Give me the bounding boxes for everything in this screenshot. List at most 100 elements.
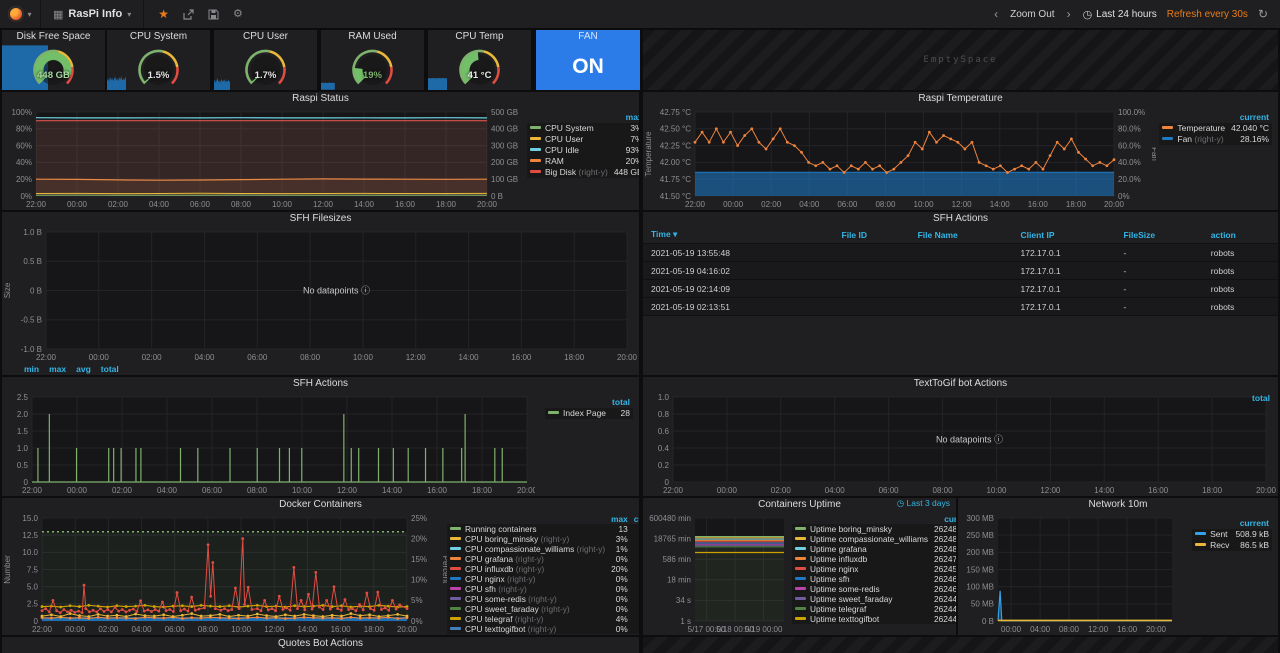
dashboard-picker[interactable]: ▦ RasPi Info ▾ [41, 0, 145, 28]
raspi-temperature-chart[interactable]: 42.75 °C 42.50 °C 42.25 °C 42.00 °C 41.75 °C… [643, 106, 1156, 210]
panel-title[interactable]: CPU Temp [455, 31, 504, 42]
table-row[interactable]: 2021-05-19 04:16:02 172.17.0.1- robots [643, 261, 1278, 280]
svg-text:18765 min: 18765 min [654, 534, 691, 543]
legend-header[interactable]: current [633, 514, 639, 524]
time-override-badge[interactable]: ◷ Last 3 days [896, 498, 950, 508]
panel-title[interactable]: Disk Free Space [16, 31, 91, 42]
panel-title[interactable]: Quotes Bot Actions [277, 638, 364, 649]
share-button[interactable] [183, 8, 194, 20]
legend-header[interactable]: max [611, 514, 628, 524]
refresh-interval-button[interactable]: Refresh every 30s [1166, 8, 1248, 20]
legend-item[interactable]: Sent 508.9 kB [1192, 529, 1272, 540]
panel-fan: FAN ON [536, 30, 640, 90]
legend-header[interactable]: max [625, 112, 639, 122]
panel-raspi-temperature: Raspi Temperature 42.75 °C 42.50 °C 42.25 … [643, 92, 1278, 210]
legend-header[interactable]: current [1239, 518, 1269, 528]
sfh-filesizes-chart[interactable]: 1.0 B 0.5 B 0 B -0.5 B -1.0 B22:00 00:00 02:00… [2, 226, 639, 363]
legend-item[interactable]: Fan (right-y) 28.16% [1159, 134, 1272, 145]
panel-title[interactable]: Containers Uptime [758, 499, 841, 510]
time-back-chevron[interactable]: ‹ [994, 7, 999, 21]
refresh-icon[interactable]: ↻ [1257, 7, 1268, 21]
legend-link-total[interactable]: total [100, 364, 119, 374]
svg-text:1.0: 1.0 [658, 393, 670, 402]
panel-title[interactable]: Docker Containers [279, 499, 362, 510]
legend-header[interactable]: current [944, 514, 956, 524]
settings-button[interactable]: ⚙ [232, 7, 243, 20]
legend-header[interactable]: total [612, 397, 630, 407]
table-row[interactable]: 2021-05-19 13:55:48 172.17.0.1- robots [643, 243, 1278, 262]
panel-gauge-cpu-temp: CPU Temp 41 °C [428, 30, 531, 90]
panel-title[interactable]: SFH Filesizes [289, 213, 352, 224]
sfh-actions-chart[interactable]: 2.5 2.0 1.5 1.0 0.5 022:00 00:00 02:00 04:00 06:0… [2, 391, 535, 496]
panel-title[interactable]: CPU User [242, 31, 288, 42]
legend-item[interactable]: Temperature 42.040 °C [1159, 123, 1272, 134]
panel-title[interactable]: SFH Actions [932, 213, 989, 224]
svg-text:0.5: 0.5 [17, 461, 29, 470]
time-forward-chevron[interactable]: › [1066, 7, 1071, 21]
legend-item[interactable]: Big Disk (right-y)448 GB [527, 167, 639, 178]
svg-text:20:00: 20:00 [617, 353, 638, 362]
table-row[interactable]: 2021-05-19 02:14:09 172.17.0.1- robots [643, 279, 1278, 298]
star-button[interactable]: ★ [158, 7, 169, 21]
series-color-swatch [795, 547, 806, 550]
texttogif-actions-chart[interactable]: 1.0 0.8 0.6 0.4 0.2 022:00 00:00 02:00 04:00 06:0… [643, 391, 1278, 496]
legend-link-avg[interactable]: avg [76, 364, 91, 374]
save-button[interactable] [208, 9, 219, 20]
panel-title[interactable]: SFH Actions [292, 378, 349, 389]
network-10m-chart[interactable]: 300 MB 250 MB 200 MB 150 MB 100 MB 50 MB 0 B 00… [958, 512, 1182, 635]
legend-item[interactable]: CPU influxdb (right-y)20%7% [447, 564, 639, 574]
docker-containers-chart[interactable]: 15.0 12.5 10.0 7.5 5.0 2.5 0 25% 20% 15% 10% 5% 0% 22… [2, 512, 447, 635]
panel-title[interactable]: Network 10m [1088, 499, 1148, 510]
gauge-value: 1.7% [254, 70, 277, 81]
table-row[interactable]: 2021-05-19 02:13:51 172.17.0.1- robots [643, 297, 1278, 316]
legend-item[interactable]: CPU compassionate_williams (right-y)1%0% [447, 544, 639, 554]
time-range-button[interactable]: ◷ Last 24 hours [1083, 8, 1157, 21]
panel-title[interactable]: CPU System [129, 31, 188, 42]
table-column-header[interactable]: File Name [909, 226, 1013, 244]
legend-item[interactable]: CPU nginx (right-y)0%0% [447, 574, 639, 584]
panel-title[interactable]: FAN [578, 31, 598, 42]
raspi-status-chart[interactable]: 100% 80% 60% 40% 20% 0% 500 GB 400 GB 300 GB 200 … [2, 106, 527, 210]
legend-item[interactable]: CPU some-redis (right-y)0%0% [447, 594, 639, 604]
panel-title[interactable]: Raspi Temperature [918, 93, 1003, 104]
panel-title[interactable]: TextToGif bot Actions [913, 378, 1008, 389]
zoom-out-button[interactable]: Zoom Out [1010, 8, 1055, 20]
legend-item[interactable]: CPU grafana (right-y)0%0% [447, 554, 639, 564]
legend-item[interactable]: CPU telegraf (right-y)4%3% [447, 614, 639, 624]
table-column-header[interactable]: FileSize [1115, 226, 1203, 244]
svg-text:16:00: 16:00 [1117, 625, 1138, 634]
panel-title[interactable]: Raspi Status [292, 93, 349, 104]
grafana-logo-button[interactable]: ▾ [0, 0, 41, 28]
table-column-header[interactable]: action [1202, 226, 1278, 244]
legend-item[interactable]: Running containers1313 [447, 524, 639, 534]
legend-header[interactable]: current [1239, 112, 1269, 122]
table-column-header[interactable]: Time ▾ [643, 226, 834, 244]
panel-title[interactable]: RAM Used [348, 31, 397, 42]
legend-item[interactable]: CPU sweet_faraday (right-y)0%0% [447, 604, 639, 614]
table-column-header[interactable]: Client IP [1012, 226, 1116, 244]
legend-item[interactable]: CPU texttogifbot (right-y)0%0% [447, 624, 639, 634]
legend-link-min[interactable]: min [24, 364, 40, 374]
legend-item[interactable]: CPU sfh (right-y)0%0% [447, 584, 639, 594]
legend-item[interactable]: Index Page 28 [545, 408, 633, 419]
table-column-header[interactable]: File ID [833, 226, 910, 244]
legend-link-max[interactable]: max [49, 364, 67, 374]
legend-item[interactable]: CPU boring_minsky (right-y)3%1% [447, 534, 639, 544]
legend-item[interactable]: Recv 86.5 kB [1192, 540, 1272, 551]
svg-text:12:00: 12:00 [313, 200, 334, 209]
